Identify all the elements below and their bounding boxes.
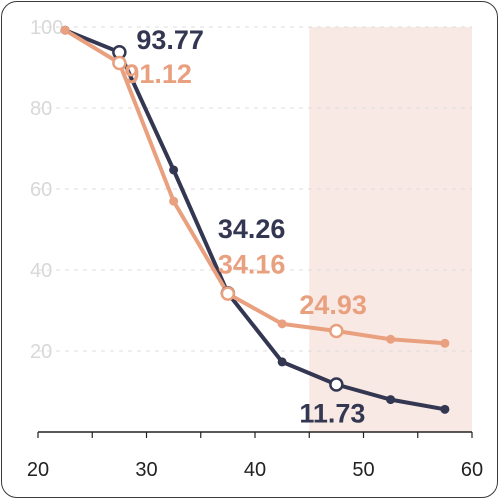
x-tick-label-40: 40	[244, 459, 266, 481]
annotation-label-1: 91.12	[124, 59, 192, 89]
series-1-point-7	[440, 338, 450, 348]
series-0-point-6	[386, 395, 396, 405]
series-1-point-0	[60, 25, 70, 35]
y-tick-label-60: 60	[30, 179, 52, 201]
x-tick-label-30: 30	[135, 459, 157, 481]
x-tick-label-50: 50	[352, 459, 374, 481]
y-tick-label-80: 80	[30, 98, 52, 120]
series-0-line	[63, 28, 447, 412]
series-0-point-2	[169, 165, 179, 175]
series-1-point-4	[277, 319, 287, 329]
series-1-point-2	[169, 196, 179, 206]
y-tick-label-100: 100	[30, 17, 63, 39]
series-1-point-1-highlight	[112, 55, 127, 71]
series-1-point-6	[386, 334, 396, 344]
series-1-point-5-highlight	[329, 323, 344, 339]
series-1-point-3-highlight	[220, 286, 236, 301]
y-tick-label-20: 20	[30, 341, 52, 363]
highlight-band	[309, 27, 472, 432]
annotation-label-5: 11.73	[299, 398, 365, 428]
y-tick-label-40: 40	[30, 260, 52, 282]
series-0-point-4	[277, 357, 287, 367]
x-tick-label-60: 60	[461, 459, 483, 481]
annotation-label-3: 34.16	[218, 250, 286, 280]
series-0-point-7	[440, 404, 450, 414]
x-tick-label-20: 20	[27, 459, 49, 481]
series-1-line	[63, 28, 447, 346]
annotation-label-0: 93.77	[136, 25, 204, 55]
series-0-point-5-highlight	[329, 377, 344, 392]
annotation-label-2: 34.26	[218, 214, 286, 244]
annotation-label-4: 24.93	[299, 290, 367, 320]
